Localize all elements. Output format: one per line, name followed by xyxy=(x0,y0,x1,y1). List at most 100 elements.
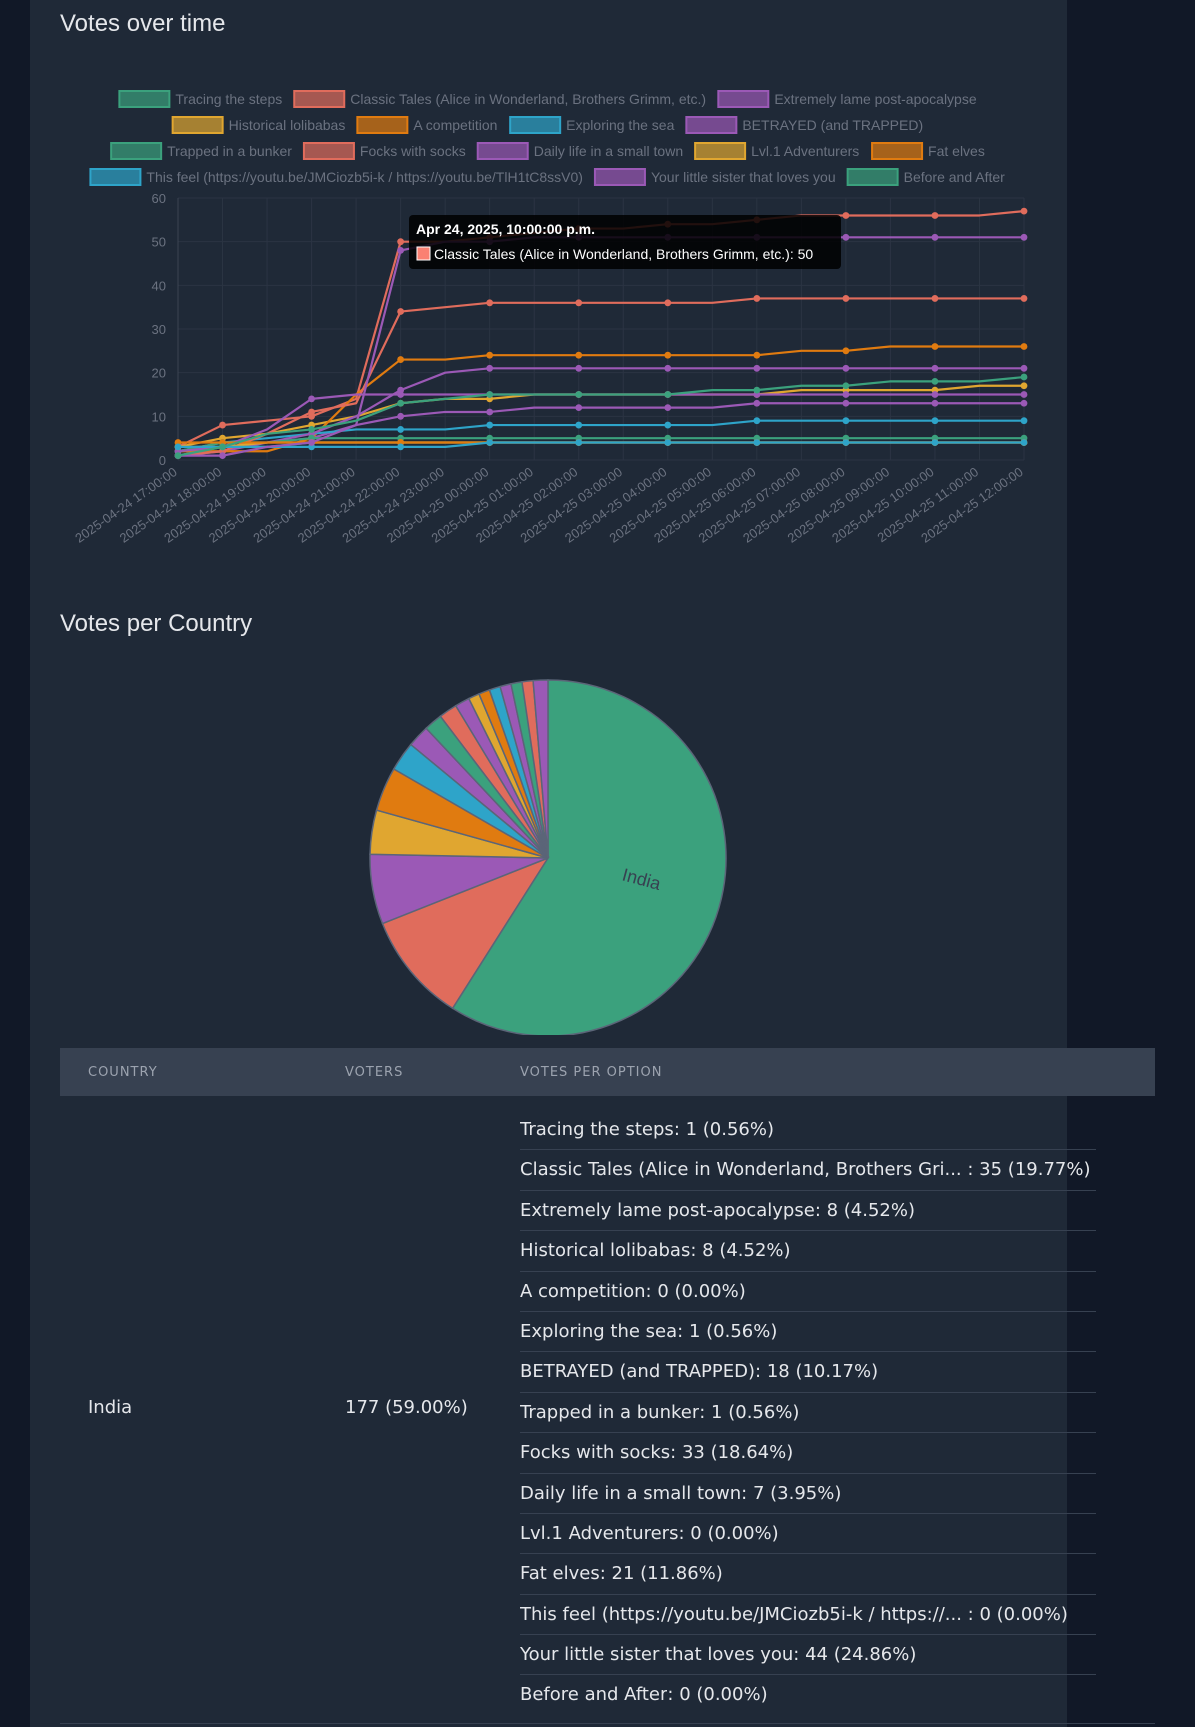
series-line xyxy=(174,439,1028,451)
data-point xyxy=(174,452,182,460)
series-line xyxy=(174,434,1028,455)
data-point xyxy=(397,391,405,398)
data-point xyxy=(1020,207,1028,215)
data-point xyxy=(664,299,672,307)
table-row: India 177 (59.00%) Tracing the steps: 1 … xyxy=(60,1096,1155,1719)
option-name: Trapped in a bunker xyxy=(520,1401,700,1423)
data-point xyxy=(308,426,315,433)
chart-legend[interactable]: Tracing the steps Classic Tales (Alice in… xyxy=(89,90,1005,186)
data-point xyxy=(219,443,226,451)
series-path xyxy=(177,375,1025,457)
option-name: Daily life in a small town xyxy=(520,1482,742,1504)
legend-label: Exploring the sea xyxy=(566,117,674,133)
data-point xyxy=(842,439,850,446)
legend-swatch xyxy=(685,116,738,134)
data-point xyxy=(842,212,850,219)
data-point xyxy=(397,412,405,420)
series-line xyxy=(174,391,1028,455)
data-point xyxy=(753,351,761,359)
legend-swatch xyxy=(846,168,899,186)
option-value: 0 (0.00%) xyxy=(979,1603,1068,1625)
option-value: 8 (4.52%) xyxy=(702,1240,791,1262)
data-point xyxy=(397,247,405,254)
legend-label: Historical lolibabas xyxy=(229,117,346,133)
option-separator: : xyxy=(814,1199,827,1221)
option-name: Your little sister that loves you xyxy=(520,1644,794,1666)
legend-label: Focks with socks xyxy=(360,143,466,159)
data-point xyxy=(486,421,494,429)
data-point xyxy=(575,404,583,411)
y-tick-label: 0 xyxy=(159,453,166,468)
votes-over-time-chart[interactable]: Tracing the steps Classic Tales (Alice in… xyxy=(0,40,1195,600)
option-value: 18 (10.17%) xyxy=(766,1361,879,1383)
option-value: 0 (0.00%) xyxy=(657,1280,746,1302)
series-line xyxy=(174,399,1028,460)
data-point xyxy=(931,399,939,407)
option-value: 0 (0.00%) xyxy=(690,1522,779,1544)
option-item: Focks with socks: 33 (18.64%) xyxy=(520,1433,1096,1474)
data-point xyxy=(575,299,583,307)
legend-item: Historical lolibabas xyxy=(171,116,346,134)
data-point xyxy=(842,295,850,302)
data-point xyxy=(1020,343,1028,350)
option-name: Fat elves xyxy=(520,1563,600,1585)
legend-item: Daily life in a small town xyxy=(476,142,683,160)
data-point xyxy=(931,212,939,219)
data-point xyxy=(1020,233,1028,241)
option-separator: : xyxy=(670,1442,682,1464)
option-name: Before and After xyxy=(520,1684,668,1706)
legend-swatch xyxy=(110,142,163,160)
option-name: BETRAYED (and TRAPPED) xyxy=(520,1361,756,1383)
data-point xyxy=(1020,439,1028,446)
y-tick-label: 20 xyxy=(152,366,166,381)
series-line xyxy=(174,373,1028,460)
data-point xyxy=(486,408,494,416)
legend-swatch xyxy=(89,168,142,186)
data-point xyxy=(486,299,494,307)
legend-item: Tracing the steps xyxy=(118,90,282,108)
y-tick-label: 30 xyxy=(152,322,166,337)
legend-item: BETRAYED (and TRAPPED) xyxy=(685,116,923,134)
data-point xyxy=(842,233,850,241)
data-point xyxy=(486,391,494,398)
data-point xyxy=(1020,399,1028,407)
data-point xyxy=(1020,382,1028,390)
pie-slice xyxy=(381,856,550,1010)
option-name: Tracing the steps xyxy=(520,1119,674,1140)
legend-swatch xyxy=(509,116,562,134)
votes-over-time-title: Votes over time xyxy=(60,10,226,37)
option-separator: : xyxy=(699,1401,712,1423)
data-point xyxy=(753,439,761,446)
legend-item: Exploring the sea xyxy=(509,116,675,134)
legend-item: Your little sister that loves you xyxy=(593,168,836,186)
option-separator: : xyxy=(677,1320,689,1342)
country-cell: India xyxy=(88,1396,133,1418)
option-item: Before and After: 0 (0.00%) xyxy=(520,1675,1096,1714)
option-item: Classic Tales (Alice in Wonderland, Brot… xyxy=(520,1150,1096,1191)
data-point xyxy=(486,439,494,446)
series-path xyxy=(178,441,1024,448)
pie-slice xyxy=(451,679,727,1035)
legend-item: This feel (https://youtu.be/JMCiozb5i-k … xyxy=(89,168,583,186)
votes-per-country-chart[interactable]: India xyxy=(348,675,748,1035)
data-point xyxy=(753,364,761,372)
option-value: 35 (19.77%) xyxy=(979,1159,1091,1181)
legend-item: Fat elves xyxy=(871,142,985,160)
data-point xyxy=(931,439,939,446)
data-point xyxy=(1020,391,1028,398)
option-separator: : xyxy=(961,1159,980,1181)
option-item: A competition: 0 (0.00%) xyxy=(520,1272,1096,1312)
data-point xyxy=(397,238,405,246)
option-name: Classic Tales (Alice in Wonderland, Brot… xyxy=(520,1159,962,1181)
data-point xyxy=(308,439,315,446)
data-point xyxy=(753,417,761,425)
data-point xyxy=(842,391,850,398)
data-point xyxy=(575,439,583,446)
data-point xyxy=(575,364,583,372)
data-point xyxy=(842,347,850,355)
series-line xyxy=(174,364,1028,460)
legend-label: This feel (https://youtu.be/JMCiozb5i-k … xyxy=(146,169,583,185)
header-country: COUNTRY xyxy=(60,1048,345,1096)
data-point xyxy=(664,421,672,429)
legend-label: Fat elves xyxy=(928,143,985,159)
